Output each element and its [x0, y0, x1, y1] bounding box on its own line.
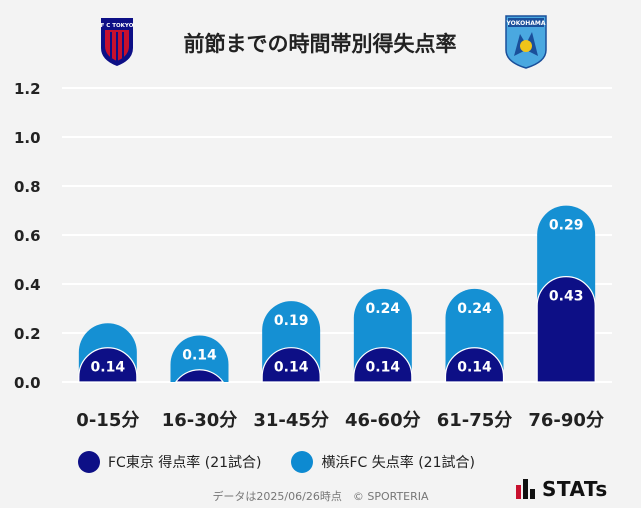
- legend-label-home: FC東京 得点率 (21試合): [108, 455, 262, 471]
- bar-home-46-60分: [353, 347, 413, 383]
- stats-brand: STATs: [542, 477, 608, 501]
- chart-title: 前節までの時間帯別得失点率: [184, 32, 457, 56]
- bar-home-16-30分: [174, 369, 225, 383]
- bars: 0.14 0.14 0.14 0.19 0.14 0.24 0.14 0.24 0.43 0.29: [78, 205, 596, 383]
- footer-credit: データは2025/06/26時点 © SPORTERIA: [212, 490, 429, 503]
- data-label-away: 0.14: [182, 347, 217, 363]
- y-tick-label: 0.8: [14, 178, 41, 196]
- bar-away-16-30分: [170, 335, 229, 382]
- y-tick-label: 0.6: [14, 227, 41, 245]
- away-team-emblem: YOKOHAMA: [505, 15, 547, 69]
- y-tick-label: 0.2: [14, 325, 41, 343]
- x-tick-label: 16-30分: [162, 410, 238, 431]
- bar-home-31-45分: [261, 347, 321, 383]
- legend-item-away[interactable]: 横浜FC 失点率 (21試合): [291, 451, 475, 473]
- legend-label-away: 横浜FC 失点率 (21試合): [321, 455, 475, 471]
- data-label-home: 0.14: [274, 360, 309, 376]
- y-tick-label: 1.0: [14, 129, 41, 147]
- data-label-away: 0.24: [366, 301, 401, 317]
- y-tick-label: 0.0: [14, 374, 41, 392]
- stats-logo-icon: [516, 479, 535, 499]
- bar-home-76-90分: [536, 276, 596, 383]
- data-label-home: 0.43: [549, 289, 584, 305]
- y-axis-ticks: 0.0 0.2 0.4 0.6 0.8 1.0 1.2: [14, 80, 41, 392]
- legend: FC東京 得点率 (21試合) 横浜FC 失点率 (21試合): [78, 449, 475, 475]
- data-label-home: 0.14: [91, 360, 126, 376]
- away-emblem-text: YOKOHAMA: [506, 20, 546, 27]
- legend-swatch-home: [78, 451, 100, 473]
- legend-swatch-away: [291, 451, 314, 473]
- x-axis-ticks: 0-15分 16-30分 31-45分 46-60分 61-75分 76-90分: [76, 410, 604, 431]
- bar-home-0-15分: [78, 347, 138, 383]
- home-team-emblem: F C TOKYO: [101, 18, 134, 66]
- legend-item-home[interactable]: FC東京 得点率 (21試合): [78, 451, 261, 473]
- y-tick-label: 1.2: [14, 80, 41, 98]
- y-tick-label: 0.4: [14, 276, 41, 294]
- data-label-home: 0.14: [457, 360, 492, 376]
- data-label-away: 0.24: [457, 301, 492, 317]
- data-label-away: 0.29: [549, 218, 584, 234]
- data-label-away: 0.19: [274, 313, 309, 329]
- home-emblem-text: F C TOKYO: [101, 23, 134, 29]
- x-tick-label: 76-90分: [528, 410, 604, 431]
- data-label-home: 0.14: [366, 360, 401, 376]
- bar-home-61-75分: [444, 347, 505, 383]
- grid-lines: [62, 87, 612, 383]
- x-tick-label: 46-60分: [345, 410, 421, 431]
- x-tick-label: 61-75分: [437, 410, 513, 431]
- x-tick-label: 31-45分: [253, 410, 329, 431]
- stats-logo: STATs: [516, 477, 608, 501]
- x-tick-label: 0-15分: [76, 410, 139, 431]
